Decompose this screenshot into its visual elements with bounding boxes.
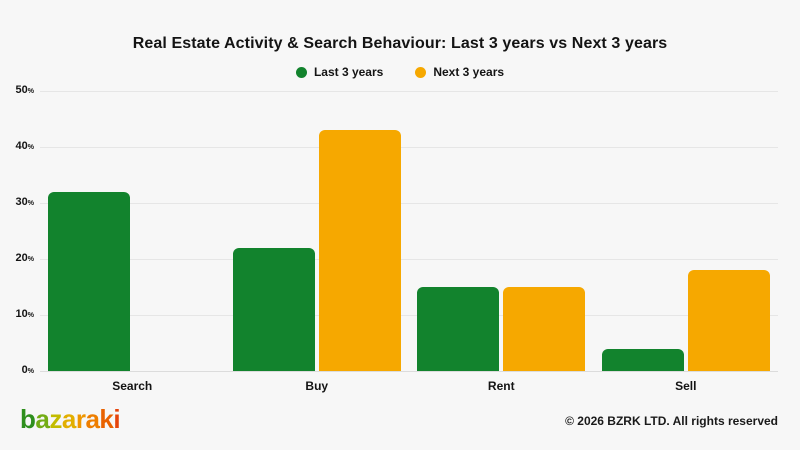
bar-sell-last-3-years	[601, 348, 684, 371]
bar-buy-last-3-years	[232, 247, 315, 371]
legend-label-next-3-years: Next 3 years	[433, 65, 505, 79]
bar-search-last-3-years	[48, 191, 131, 371]
y-tick-label-50: 50%	[15, 84, 34, 96]
logo-letter: a	[61, 404, 76, 434]
bazaraki-logo[interactable]: bazaraki	[20, 404, 121, 434]
y-axis-labels: 0% 10% 20% 30% 40% 50%	[0, 85, 34, 376]
legend-swatch-orange-icon	[415, 66, 427, 78]
logo-letter: b	[20, 404, 36, 434]
logo-letter: z	[49, 404, 62, 434]
gridline-0	[40, 370, 778, 372]
y-tick-label-10: 10%	[15, 308, 34, 320]
bar-rent-next-3-years	[503, 287, 586, 371]
gridline-30	[40, 202, 778, 204]
chart-title: Real Estate Activity & Search Behaviour:…	[132, 35, 668, 52]
grid-layer	[40, 90, 778, 372]
legend-item-last-3-years[interactable]: Last 3 years	[295, 65, 384, 79]
x-axis-labels: Search Buy Rent Sell	[40, 371, 778, 393]
bars-layer	[40, 91, 778, 371]
gridline-10	[40, 314, 778, 316]
bar-group-sell	[594, 91, 779, 371]
x-axis-label-sell: Sell	[675, 379, 697, 393]
logo-letter: r	[75, 404, 86, 434]
plot-area: 0% 10% 20% 30% 40% 50% Search Buy Rent Sell	[16, 85, 778, 393]
bar-sell-next-3-years	[687, 270, 770, 371]
copyright-text: © 2026 BZRK LTD. All rights reserved	[565, 414, 778, 428]
x-axis-label-search: Search	[112, 379, 153, 393]
logo-letter: i	[113, 404, 121, 434]
gridline-50	[40, 90, 778, 92]
gridline-20	[40, 258, 778, 260]
logo-letter: a	[85, 404, 100, 434]
y-tick-label-0: 0%	[21, 364, 34, 376]
bar-rent-last-3-years	[417, 287, 500, 371]
logo-letter: k	[99, 404, 114, 434]
bar-group-search	[40, 91, 225, 371]
y-tick-label-30: 30%	[15, 196, 34, 208]
y-tick-label-20: 20%	[15, 252, 34, 264]
bar-group-buy	[225, 91, 410, 371]
bar-buy-next-3-years	[318, 130, 401, 371]
x-axis-label-buy: Buy	[305, 379, 329, 393]
x-axis-label-rent: Rent	[487, 379, 515, 393]
bar-group-rent	[409, 91, 594, 371]
legend-item-next-3-years[interactable]: Next 3 years	[415, 65, 504, 79]
legend-swatch-green-icon	[295, 66, 307, 78]
y-tick-label-40: 40%	[15, 140, 34, 152]
legend-label-last-3-years: Last 3 years	[313, 65, 384, 79]
gridline-40	[40, 146, 778, 148]
logo-letter: a	[35, 404, 50, 434]
legend: Last 3 years Next 3 years	[0, 65, 800, 79]
